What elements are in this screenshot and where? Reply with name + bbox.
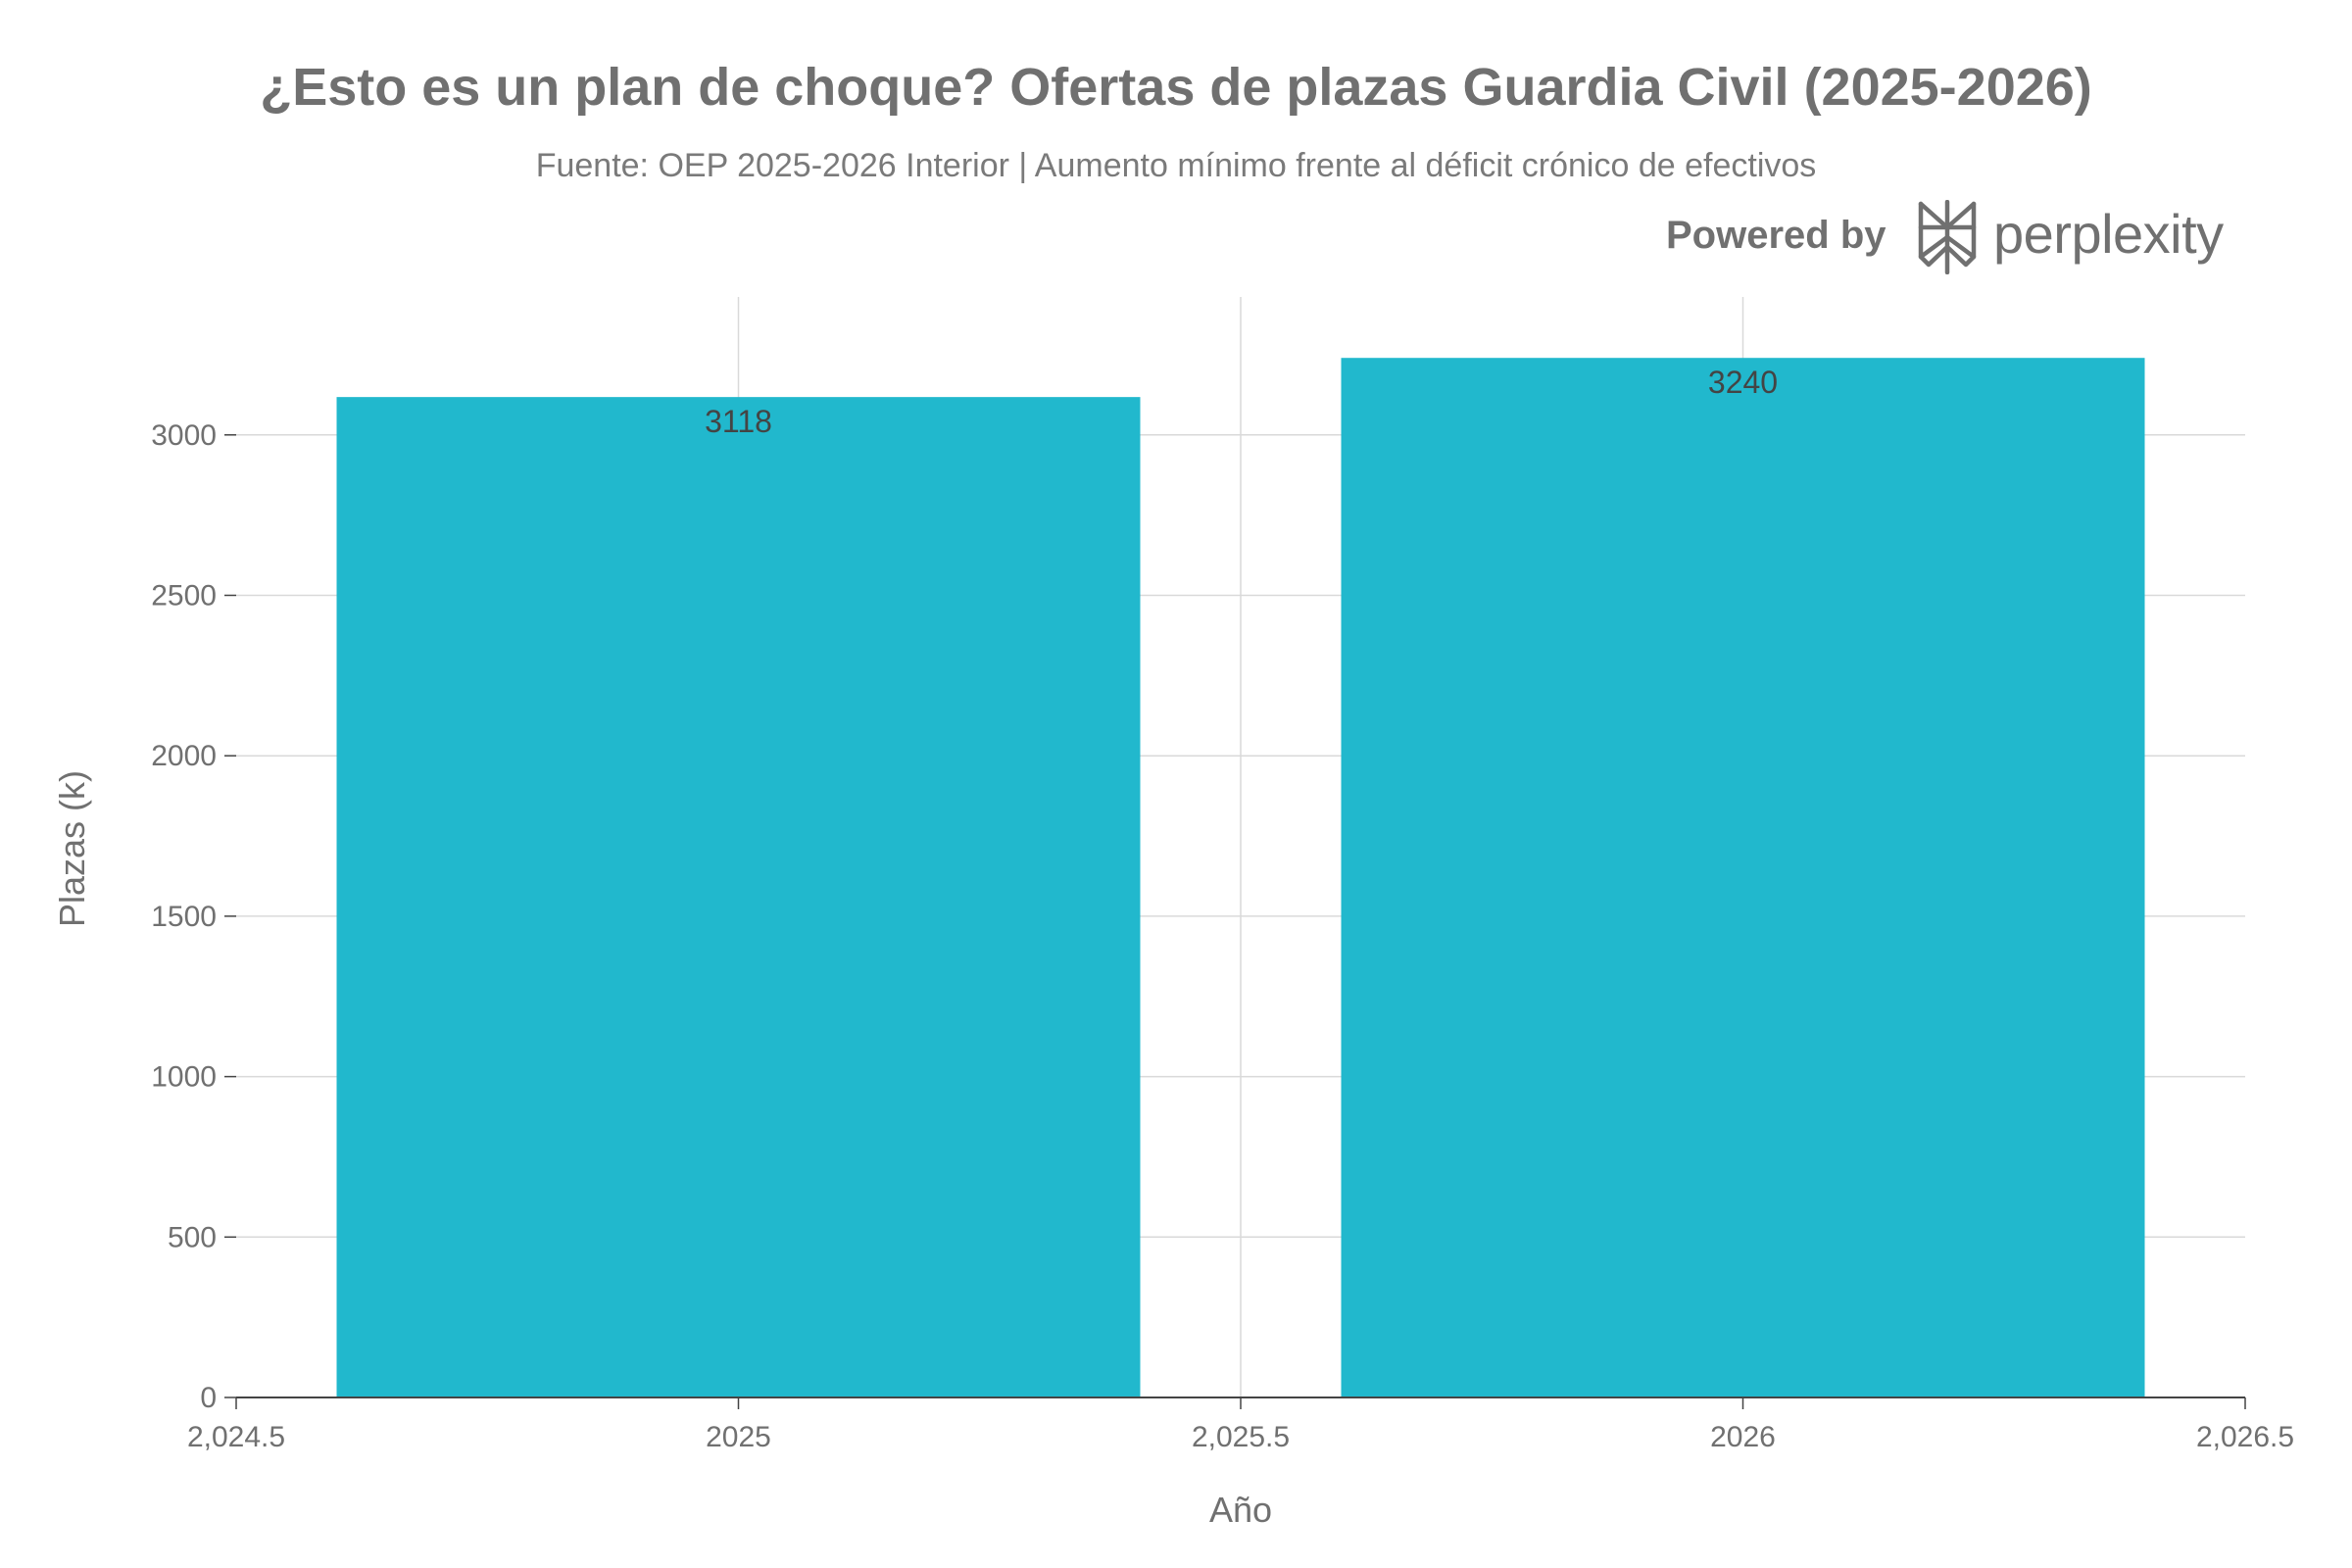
- chart-title: ¿Esto es un plan de choque? Ofertas de p…: [260, 58, 2092, 117]
- y-tick-label: 3000: [151, 419, 217, 452]
- axes: 0 500 1000 1500 2000 2500 3000 2,024.5 2025 2,025…: [151, 419, 2294, 1453]
- y-tick-label: 500: [168, 1221, 217, 1253]
- x-tick-label: 2,025.5: [1192, 1421, 1290, 1453]
- x-tick-label: 2026: [1710, 1421, 1776, 1453]
- bar-2026: [1341, 358, 2145, 1397]
- y-tick-label: 0: [200, 1382, 217, 1414]
- bars: [336, 358, 2145, 1397]
- x-tick-label: 2025: [706, 1421, 771, 1453]
- chart-subtitle: Fuente: OEP 2025-2026 Interior | Aumento…: [535, 147, 1817, 184]
- powered-by-label: Powered by: [1666, 214, 1886, 257]
- x-tick-label: 2,024.5: [187, 1421, 285, 1453]
- data-label-2026: 3240: [1708, 365, 1778, 400]
- powered-by-branding: Powered by perplexity: [1666, 196, 2254, 284]
- bar-2025: [336, 397, 1141, 1397]
- perplexity-wordmark: perplexity: [1993, 203, 2224, 265]
- x-tick-label: 2,026.5: [2196, 1421, 2294, 1453]
- data-label-2025: 3118: [705, 404, 772, 439]
- x-axis-title: Año: [1209, 1490, 1272, 1530]
- y-tick-label: 2000: [151, 740, 217, 772]
- data-labels: 3118 3240: [705, 365, 1778, 439]
- perplexity-logo-icon: [1918, 200, 1977, 274]
- y-tick-label: 2500: [151, 579, 217, 612]
- y-axis-title: Plazas (k): [52, 770, 92, 927]
- y-tick-label: 1500: [151, 901, 217, 933]
- y-tick-label: 1000: [151, 1061, 217, 1094]
